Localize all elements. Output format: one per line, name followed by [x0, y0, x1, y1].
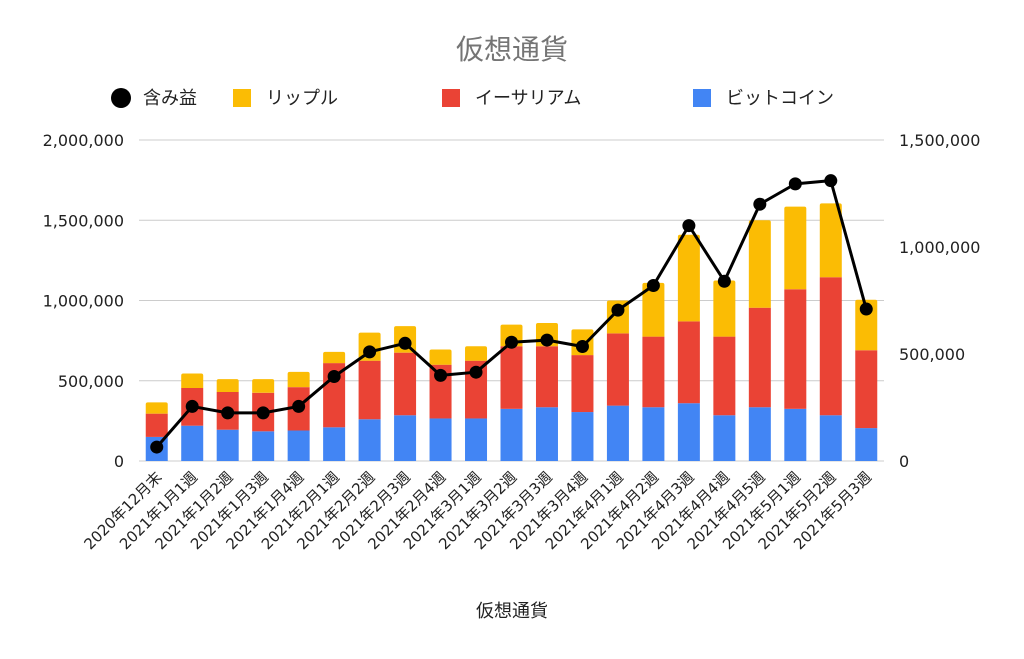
bar-ethereum	[642, 336, 665, 408]
y-tick-label-right: 1,500,000	[899, 131, 980, 150]
bar-bitcoin	[216, 429, 239, 461]
bar-bitcoin	[642, 407, 665, 461]
y-axis-right: 0 500,000 1,000,000 1,500,000	[899, 131, 980, 471]
legend-label-ethereum: イーサリアム	[475, 88, 581, 109]
chart-title: 仮想通貨	[456, 33, 568, 66]
y-axis-left: 0 500,000 1,000,000 1,500,000 2,000,000	[43, 131, 124, 471]
bar-bitcoin	[606, 405, 629, 461]
legend-label-bitcoin: ビットコイン	[726, 88, 834, 109]
bar-ethereum	[394, 352, 417, 416]
bar-bitcoin	[323, 427, 346, 461]
profit-point	[327, 369, 341, 383]
bar-ethereum	[606, 333, 629, 406]
legend-label-profit: 含み益	[143, 88, 197, 109]
y-tick-label-right: 1,000,000	[899, 238, 980, 257]
x-axis-title: 仮想通貨	[476, 601, 548, 622]
bar-bitcoin	[465, 418, 488, 461]
legend: 含み益 リップル イーサリアム ビットコイン	[111, 88, 834, 109]
bar-ripple	[181, 373, 204, 388]
profit-point	[398, 336, 412, 350]
profit-point	[859, 302, 873, 316]
bar-ethereum	[855, 350, 878, 429]
bar-ethereum	[784, 289, 807, 409]
y-tick-label-left: 2,000,000	[43, 131, 124, 150]
bar-bitcoin	[394, 415, 417, 461]
profit-point	[611, 303, 625, 317]
y-tick-label-left: 1,500,000	[43, 211, 124, 230]
bar-ethereum	[145, 413, 168, 437]
bar-bitcoin	[855, 428, 878, 461]
y-tick-label-right: 0	[899, 452, 909, 471]
profit-point	[505, 335, 518, 349]
bar-bitcoin	[535, 407, 558, 461]
profit-point	[824, 174, 838, 188]
bar-ripple	[819, 203, 842, 278]
bar-ripple	[216, 379, 239, 392]
bar-bitcoin	[181, 425, 204, 461]
profit-point	[221, 406, 235, 420]
bar-ripple	[252, 379, 275, 393]
bar-bitcoin	[713, 415, 736, 461]
y-tick-label-left: 1,000,000	[43, 292, 124, 311]
bar-ethereum	[535, 346, 558, 408]
bar-ripple	[748, 220, 771, 308]
bar-ethereum	[571, 355, 594, 413]
bar-bitcoin	[500, 408, 523, 461]
bar-ripple	[145, 402, 168, 414]
bar-ethereum	[358, 360, 381, 420]
bar-ripple	[642, 282, 665, 337]
profit-point	[185, 399, 199, 413]
bar-bitcoin	[358, 419, 381, 461]
profit-point	[753, 197, 767, 211]
legend-label-ripple: リップル	[266, 88, 338, 109]
profit-point	[469, 365, 483, 379]
profit-point	[363, 345, 377, 359]
bar-bitcoin	[784, 408, 807, 461]
legend-marker-ethereum	[442, 89, 460, 107]
bar-bitcoin	[287, 430, 310, 461]
bar-bitcoin	[748, 407, 771, 461]
bar-ethereum	[713, 336, 736, 416]
bar-ripple	[465, 346, 488, 361]
bar-bitcoin	[819, 415, 842, 461]
profit-point	[682, 219, 696, 233]
profit-point	[646, 279, 660, 293]
bar-ripple	[287, 371, 310, 388]
y-tick-label-right: 500,000	[899, 345, 965, 364]
bar-bitcoin	[252, 431, 275, 461]
legend-marker-bitcoin	[693, 89, 711, 107]
bar-ethereum	[500, 346, 523, 409]
profit-point	[434, 368, 448, 382]
profit-point	[150, 440, 164, 454]
profit-point	[292, 399, 306, 413]
bar-bitcoin	[677, 403, 700, 461]
bar-bitcoin	[429, 418, 452, 461]
bar-ripple	[323, 351, 346, 364]
profit-point	[717, 274, 731, 288]
profit-line	[150, 174, 873, 454]
x-axis-labels: 2020年12月末2021年1月1週2021年1月2週2021年1月3週2021…	[81, 468, 876, 553]
bar-ethereum	[677, 321, 700, 404]
bar-ripple	[784, 206, 807, 290]
bar-ethereum	[748, 307, 771, 408]
bars	[145, 203, 878, 461]
legend-marker-profit	[111, 88, 131, 108]
y-tick-label-left: 0	[114, 452, 124, 471]
bar-ripple	[713, 280, 736, 337]
profit-point	[540, 333, 554, 347]
bar-ripple	[677, 234, 700, 322]
y-tick-label-left: 500,000	[58, 372, 124, 391]
profit-point	[788, 177, 802, 191]
bar-bitcoin	[571, 412, 594, 461]
profit-point	[256, 406, 270, 420]
legend-marker-ripple	[233, 89, 251, 107]
bar-ripple	[429, 349, 452, 365]
profit-point	[575, 340, 589, 354]
bar-ethereum	[819, 277, 842, 416]
